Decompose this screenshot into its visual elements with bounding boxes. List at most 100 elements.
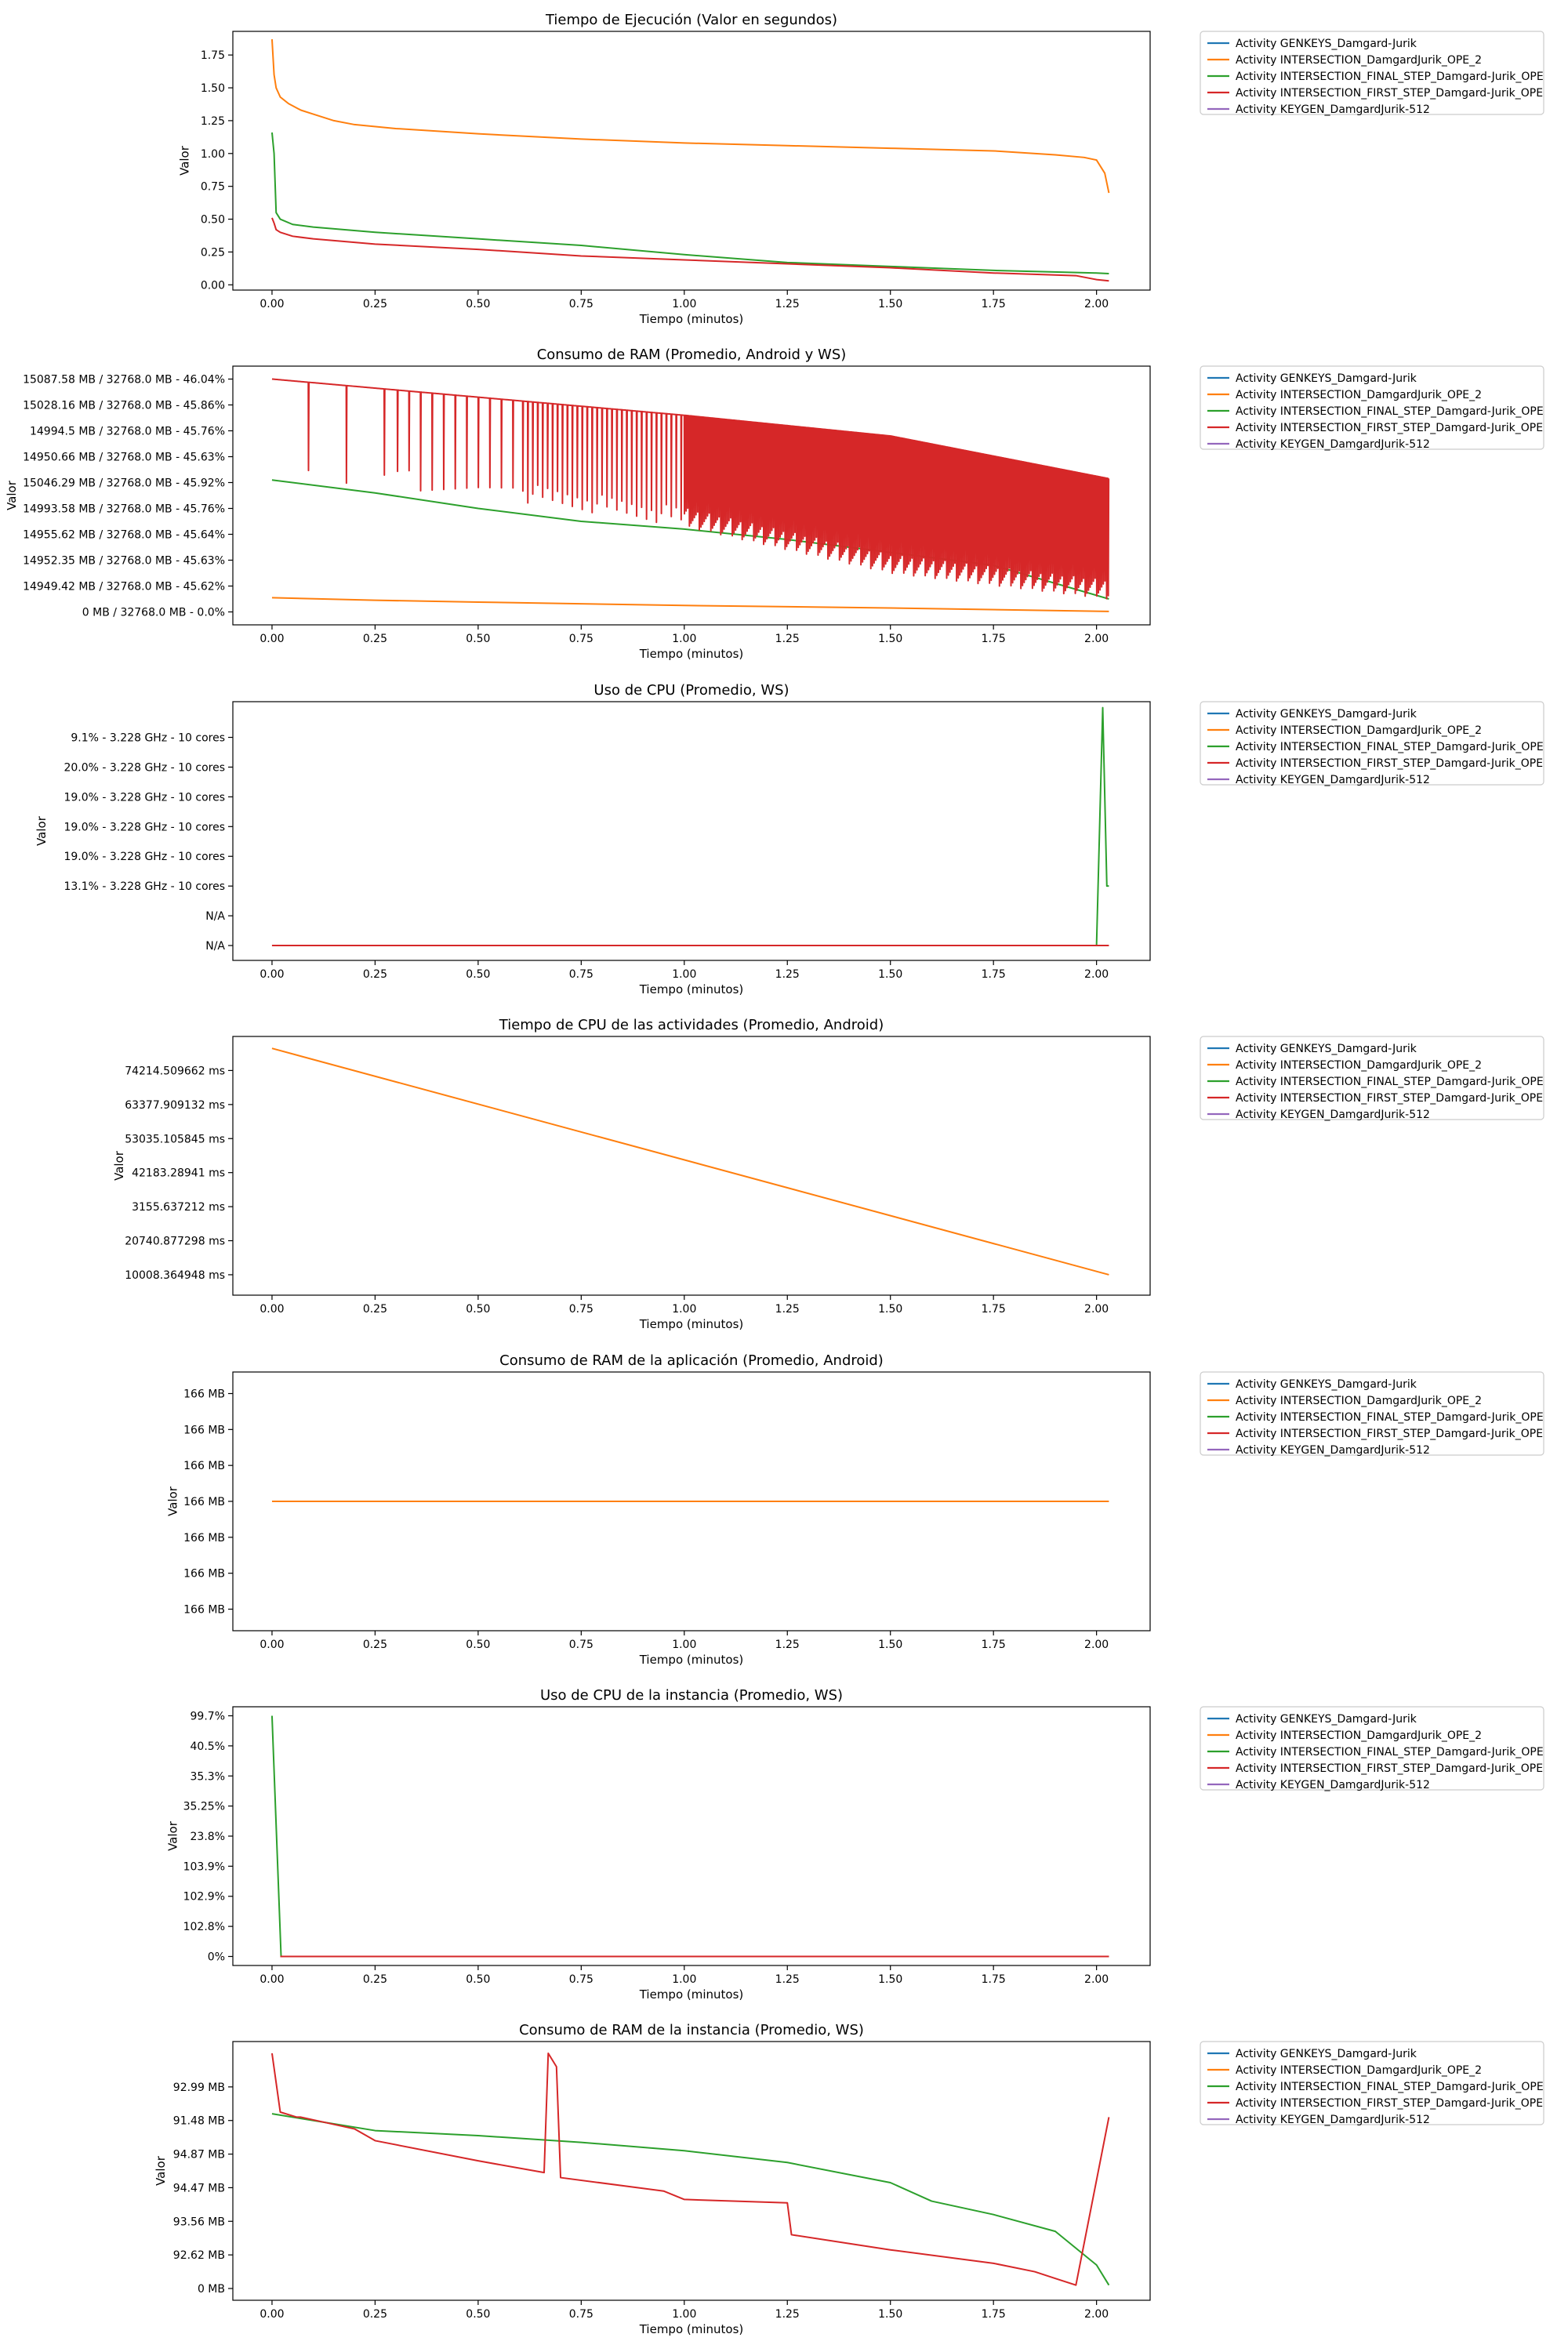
chart-panel-1: Tiempo de Ejecución (Valor en segundos) 0… <box>178 12 1544 326</box>
y-tick-label: N/A <box>205 940 225 953</box>
y-tick-label: 19.0% - 3.228 GHz - 10 cores <box>64 851 225 863</box>
y-tick-label: 14955.62 MB / 32768.0 MB - 45.64% <box>23 529 225 542</box>
x-tick-label: 1.25 <box>775 1303 800 1316</box>
y-tick-label: 15087.58 MB / 32768.0 MB - 46.04% <box>23 374 225 387</box>
legend: Activity GENKEYS_Damgard-Jurik Activity I… <box>1200 1706 1544 1791</box>
x-tick-label: 1.75 <box>982 1303 1006 1316</box>
series-line-activity-intersection-first-step-damgard-jurik-ope <box>271 378 1110 600</box>
legend-entry-label: Activity GENKEYS_Damgard-Jurik <box>1236 1378 1417 1391</box>
y-tick-label: 166 MB <box>183 1460 225 1472</box>
legend-entry-label: Activity INTERSECTION_FINAL_STEP_Damgard… <box>1236 405 1544 418</box>
y-tick-label: 0.50 <box>201 214 225 227</box>
x-tick-label: 0.00 <box>260 2308 284 2321</box>
legend-entry-label: Activity INTERSECTION_FIRST_STEP_Damgard… <box>1236 1428 1543 1440</box>
legend-entry-label: Activity GENKEYS_Damgard-Jurik <box>1236 1713 1417 1726</box>
chart-title: Consumo de RAM de la instancia (Promedio… <box>519 2022 864 2038</box>
x-tick-label: 0.50 <box>466 2308 490 2321</box>
y-tick-label: 14949.42 MB / 32768.0 MB - 45.62% <box>23 581 225 593</box>
legend-entry-label: Activity INTERSECTION_DamgardJurik_OPE_2 <box>1236 724 1482 737</box>
series-line-activity-intersection-final-step-damgard-jurik-ope <box>270 1715 1109 1958</box>
legend-entry-label: Activity INTERSECTION_DamgardJurik_OPE_2 <box>1236 389 1482 401</box>
legend-entry-label: Activity INTERSECTION_FIRST_STEP_Damgard… <box>1236 422 1543 434</box>
series-line-activity-intersection-final-step-damgard-jurik-ope <box>271 706 1109 947</box>
y-tick-label: N/A <box>205 910 225 923</box>
chart-title: Consumo de RAM (Promedio, Android y WS) <box>537 347 847 363</box>
legend-box <box>1200 701 1544 786</box>
y-tick-label: 0.00 <box>201 279 225 292</box>
legend-entry-label: Activity INTERSECTION_FIRST_STEP_Damgard… <box>1236 757 1543 770</box>
x-tick-label: 0.50 <box>466 298 490 310</box>
y-tick-label: 93.56 MB <box>173 2216 225 2228</box>
x-tick-label: 0.50 <box>466 633 490 645</box>
legend-entry-label: Activity KEYGEN_DamgardJurik-512 <box>1236 1779 1430 1791</box>
chart-panel-5: Consumo de RAM de la aplicación (Promedi… <box>165 1352 1544 1667</box>
y-tick-label: 9.1% - 3.228 GHz - 10 cores <box>71 732 225 745</box>
x-tick-label: 1.00 <box>672 1639 696 1651</box>
y-tick-label: 63377.909132 ms <box>125 1099 225 1112</box>
legend-entry-label: Activity INTERSECTION_DamgardJurik_OPE_2 <box>1236 54 1482 67</box>
chart-title: Tiempo de CPU de las actividades (Promed… <box>499 1017 884 1033</box>
legend-entry-label: Activity INTERSECTION_FIRST_STEP_Damgard… <box>1236 2097 1543 2110</box>
legend-entry-label: Activity INTERSECTION_FINAL_STEP_Damgard… <box>1236 2081 1544 2093</box>
y-tick-label: 166 MB <box>183 1532 225 1544</box>
chart-panel-3: Uso de CPU (Promedio, WS) 0.00 0.25 0.50 0.7… <box>34 682 1544 996</box>
legend-entry-label: Activity INTERSECTION_FIRST_STEP_Damgard… <box>1236 1762 1543 1775</box>
series-line-activity-intersection-final-step-damgard-jurik-ope <box>270 132 1109 275</box>
legend-box <box>1200 1036 1544 1120</box>
plot-frame <box>232 365 1151 626</box>
legend: Activity GENKEYS_Damgard-Jurik Activity I… <box>1200 1371 1544 1457</box>
series-line-activity-intersection-damgardjurik-ope-2 <box>271 597 1109 612</box>
x-tick-label: 0.00 <box>260 298 284 310</box>
y-tick-label: 1.25 <box>201 115 225 128</box>
x-tick-label: 0.75 <box>569 633 593 645</box>
x-tick-label: 1.50 <box>878 968 902 981</box>
x-tick-label: 0.50 <box>466 1303 490 1316</box>
y-tick-label: 102.8% <box>183 1921 225 1933</box>
x-axis-label: Tiempo (minutos) <box>639 982 744 996</box>
legend-box <box>1200 1706 1544 1791</box>
x-axis-label: Tiempo (minutos) <box>639 1317 744 1331</box>
legend-entry-label: Activity INTERSECTION_DamgardJurik_OPE_2 <box>1236 1395 1482 1407</box>
x-tick-label: 1.00 <box>672 1973 696 1986</box>
y-tick-label: 166 MB <box>183 1568 225 1581</box>
y-tick-label: 15028.16 MB / 32768.0 MB - 45.86% <box>23 400 225 412</box>
y-tick-label: 53035.105845 ms <box>125 1133 225 1145</box>
y-tick-label: 0 MB / 32768.0 MB - 0.0% <box>82 607 225 619</box>
y-tick-label: 91.48 MB <box>173 2115 225 2128</box>
x-axis-label: Tiempo (minutos) <box>639 1987 744 2002</box>
legend: Activity GENKEYS_Damgard-Jurik Activity I… <box>1200 701 1544 786</box>
y-tick-label: 102.9% <box>183 1891 225 1904</box>
x-tick-label: 2.00 <box>1084 633 1109 645</box>
x-tick-label: 2.00 <box>1084 968 1109 981</box>
series-line-activity-intersection-first-step-damgard-jurik-ope <box>271 217 1109 282</box>
x-axis-label: Tiempo (minutos) <box>639 2322 744 2336</box>
legend-entry-label: Activity GENKEYS_Damgard-Jurik <box>1236 38 1417 50</box>
series-group <box>271 1047 1109 1276</box>
x-tick-label: 1.25 <box>775 968 800 981</box>
x-tick-label: 1.00 <box>672 2308 696 2321</box>
series-group <box>271 378 1110 612</box>
chart-title: Uso de CPU de la instancia (Promedio, WS… <box>540 1687 843 1704</box>
x-tick-label: 2.00 <box>1084 1639 1109 1651</box>
y-tick-label: 1.50 <box>201 82 225 95</box>
x-tick-label: 1.75 <box>982 1973 1006 1986</box>
y-tick-label: 166 MB <box>183 1604 225 1617</box>
legend: Activity GENKEYS_Damgard-Jurik Activity I… <box>1200 2041 1544 2126</box>
series-line-activity-intersection-first-step-damgard-jurik-ope <box>270 2053 1110 2286</box>
x-axis-label: Tiempo (minutos) <box>639 1653 744 1667</box>
series-line-activity-intersection-damgardjurik-ope-2 <box>270 38 1110 194</box>
y-tick-label: 15046.29 MB / 32768.0 MB - 45.92% <box>23 477 225 490</box>
y-tick-label: 3155.637212 ms <box>132 1201 225 1214</box>
legend-entry-label: Activity INTERSECTION_DamgardJurik_OPE_2 <box>1236 2064 1482 2077</box>
y-tick-label: 94.87 MB <box>173 2149 225 2161</box>
y-axis-label: Valor <box>112 1150 126 1181</box>
legend-entry-label: Activity INTERSECTION_FINAL_STEP_Damgard… <box>1236 1411 1544 1424</box>
legend: Activity GENKEYS_Damgard-Jurik Activity I… <box>1200 31 1544 116</box>
series-group <box>270 1715 1109 1958</box>
x-tick-label: 2.00 <box>1084 2308 1109 2321</box>
plot-frame <box>232 1371 1151 1632</box>
x-tick-label: 0.75 <box>569 1973 593 1986</box>
y-tick-label: 13.1% - 3.228 GHz - 10 cores <box>64 880 225 893</box>
x-tick-label: 1.75 <box>982 2308 1006 2321</box>
